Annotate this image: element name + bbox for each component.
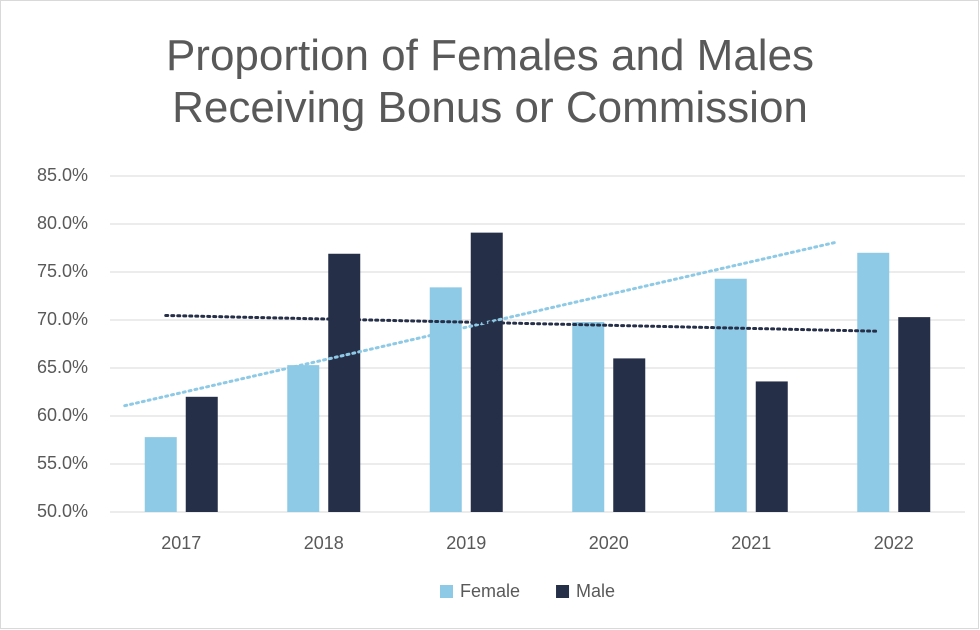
chart-title: Proportion of Females and Males Receivin… (165, 31, 815, 132)
trendline (164, 313, 880, 333)
x-tick-label: 2019 (446, 533, 486, 553)
x-tick-label: 2022 (874, 533, 914, 553)
legend-swatch (556, 585, 570, 598)
x-tick-label: 2018 (304, 533, 344, 553)
x-tick-label: 2017 (161, 533, 201, 553)
y-tick-label: 60.0% (37, 405, 88, 425)
bar (328, 253, 361, 512)
trendline (123, 240, 839, 408)
bar (572, 321, 605, 512)
bar (857, 252, 890, 513)
bar (898, 317, 931, 512)
y-tick-label: 55.0% (37, 453, 88, 473)
legend-label: Male (576, 581, 615, 601)
y-tick-label: 65.0% (37, 357, 88, 377)
x-tick-label: 2021 (731, 533, 771, 553)
bar (429, 287, 462, 512)
legend-swatch (440, 585, 453, 598)
x-tick-label: 2020 (589, 533, 629, 553)
bar (144, 437, 177, 512)
y-tick-label: 50.0% (37, 501, 88, 521)
y-tick-label: 85.0% (37, 165, 88, 185)
bar (714, 278, 747, 512)
y-tick-label: 75.0% (37, 261, 88, 281)
legend-label: Female (460, 581, 520, 601)
bar (470, 232, 503, 512)
bar (287, 365, 320, 512)
bar (755, 381, 788, 512)
y-tick-label: 70.0% (37, 309, 88, 329)
bar (185, 396, 218, 512)
y-tick-label: 80.0% (37, 213, 88, 233)
bar (613, 358, 646, 512)
